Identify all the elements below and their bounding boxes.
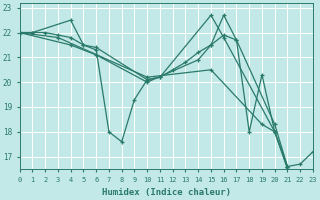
X-axis label: Humidex (Indice chaleur): Humidex (Indice chaleur): [102, 188, 231, 197]
